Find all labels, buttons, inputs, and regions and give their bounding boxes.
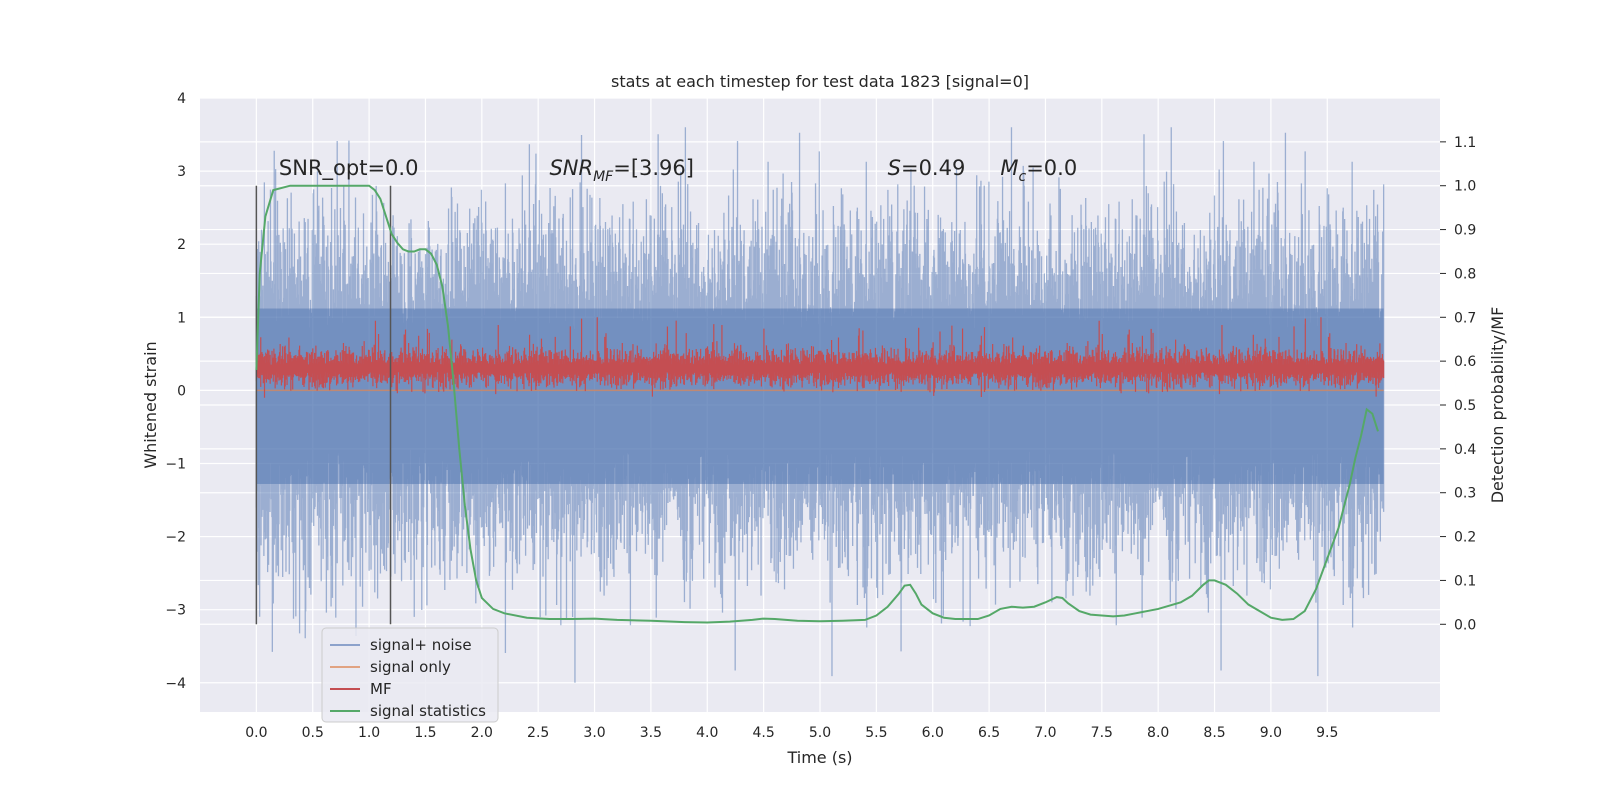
y-left-tick-label: 4 <box>177 91 186 107</box>
y-right-tick-label: 0.0 <box>1454 617 1476 633</box>
x-tick-label: 2.5 <box>527 725 549 741</box>
x-tick-label: 1.5 <box>414 725 436 741</box>
x-tick-label: 6.5 <box>978 725 1000 741</box>
y-right-tick-label: 0.1 <box>1454 573 1476 589</box>
y-left-tick-label: −1 <box>165 456 186 472</box>
annotation-snr-mf-sub: MF <box>593 169 614 185</box>
y-left-axis-ticks: 4 3 2 1 0 −1 −2 −3 −4 <box>165 91 186 692</box>
annotation-snr-opt: SNR_opt=0.0 <box>279 156 419 181</box>
y-right-axis-ticks: 1.1 1.0 0.9 0.8 0.7 0.6 0.5 0.4 0.3 0.2 0.1 0.0 <box>1440 135 1476 633</box>
y-right-tick-label: 0.9 <box>1454 223 1476 239</box>
x-tick-label: 3.5 <box>640 725 662 741</box>
y-right-tick-label: 0.8 <box>1454 266 1476 282</box>
x-axis-ticks: 0.0 0.5 1.0 1.5 2.0 2.5 3.0 3.5 4.0 4.5 5.0 5.5 6.0 6… <box>245 725 1338 741</box>
annotation-snr-mf-prefix: SNR <box>549 156 593 180</box>
y-right-tick-label: 1.0 <box>1454 179 1476 195</box>
signal-statistics-line <box>255 184 1379 624</box>
y-right-tick-label: 0.3 <box>1454 486 1476 502</box>
signal-noise-core <box>256 308 1384 484</box>
annotation-mc-value: =0.0 <box>1026 156 1077 180</box>
legend: signal+ noise signal only MF signal statist… <box>321 627 499 723</box>
y-left-tick-label: −2 <box>165 530 186 546</box>
y-left-axis-label: Whitened strain <box>141 341 160 468</box>
annotation-s: S=0.49 <box>888 156 966 180</box>
x-tick-label: 5.5 <box>865 725 887 741</box>
annotation-s-label: S <box>888 156 901 180</box>
y-left-tick-label: 2 <box>177 237 186 253</box>
x-tick-label: 3.0 <box>583 725 605 741</box>
x-tick-label: 8.5 <box>1203 725 1225 741</box>
annotation-s-value: =0.49 <box>901 156 965 180</box>
legend-entry: signal only <box>370 658 451 676</box>
x-tick-label: 9.5 <box>1316 725 1338 741</box>
annotation-mc: Mc=0.0 <box>1000 156 1077 185</box>
y-right-tick-label: 0.4 <box>1454 442 1476 458</box>
y-right-axis-label: Detection probability/MF <box>1488 307 1507 504</box>
x-tick-label: 5.0 <box>809 725 831 741</box>
y-right-tick-label: 0.6 <box>1454 354 1476 370</box>
y-right-tick-label: 0.2 <box>1454 530 1476 546</box>
y-left-tick-label: 1 <box>177 310 186 326</box>
marker-lines <box>255 185 392 625</box>
y-right-tick-label: 0.5 <box>1454 398 1476 414</box>
y-left-tick-label: −4 <box>165 676 186 692</box>
x-tick-label: 0.5 <box>302 725 324 741</box>
x-tick-label: 7.5 <box>1091 725 1113 741</box>
annotation-snr-mf: SNRMF=[3.96] <box>549 156 694 185</box>
annotation-snr-mf-value: =[3.96] <box>613 156 694 180</box>
signal-noise-series <box>255 127 1385 683</box>
x-axis-label: Time (s) <box>786 748 852 767</box>
x-tick-label: 4.0 <box>696 725 718 741</box>
y-right-tick-label: 0.7 <box>1454 310 1476 326</box>
signal-statistics-series <box>255 184 1379 624</box>
legend-entry: signal+ noise <box>370 636 472 654</box>
annotation-mc-label: M <box>1000 156 1018 180</box>
y-left-tick-label: 3 <box>177 164 186 180</box>
chart-title: stats at each timestep for test data 182… <box>611 72 1029 91</box>
y-left-tick-label: 0 <box>177 383 186 399</box>
legend-entry: MF <box>370 680 392 698</box>
x-tick-label: 8.0 <box>1147 725 1169 741</box>
legend-entry: signal statistics <box>370 702 486 720</box>
x-tick-label: 7.0 <box>1034 725 1056 741</box>
legend-box <box>321 627 499 723</box>
x-tick-label: 4.5 <box>753 725 775 741</box>
y-left-tick-label: −3 <box>165 603 186 619</box>
x-tick-label: 6.0 <box>922 725 944 741</box>
x-tick-label: 0.0 <box>245 725 267 741</box>
x-tick-label: 9.0 <box>1260 725 1282 741</box>
y-right-tick-label: 1.1 <box>1454 135 1476 151</box>
x-tick-label: 1.0 <box>358 725 380 741</box>
x-tick-label: 2.0 <box>471 725 493 741</box>
annotation-mc-sub: c <box>1018 169 1026 185</box>
